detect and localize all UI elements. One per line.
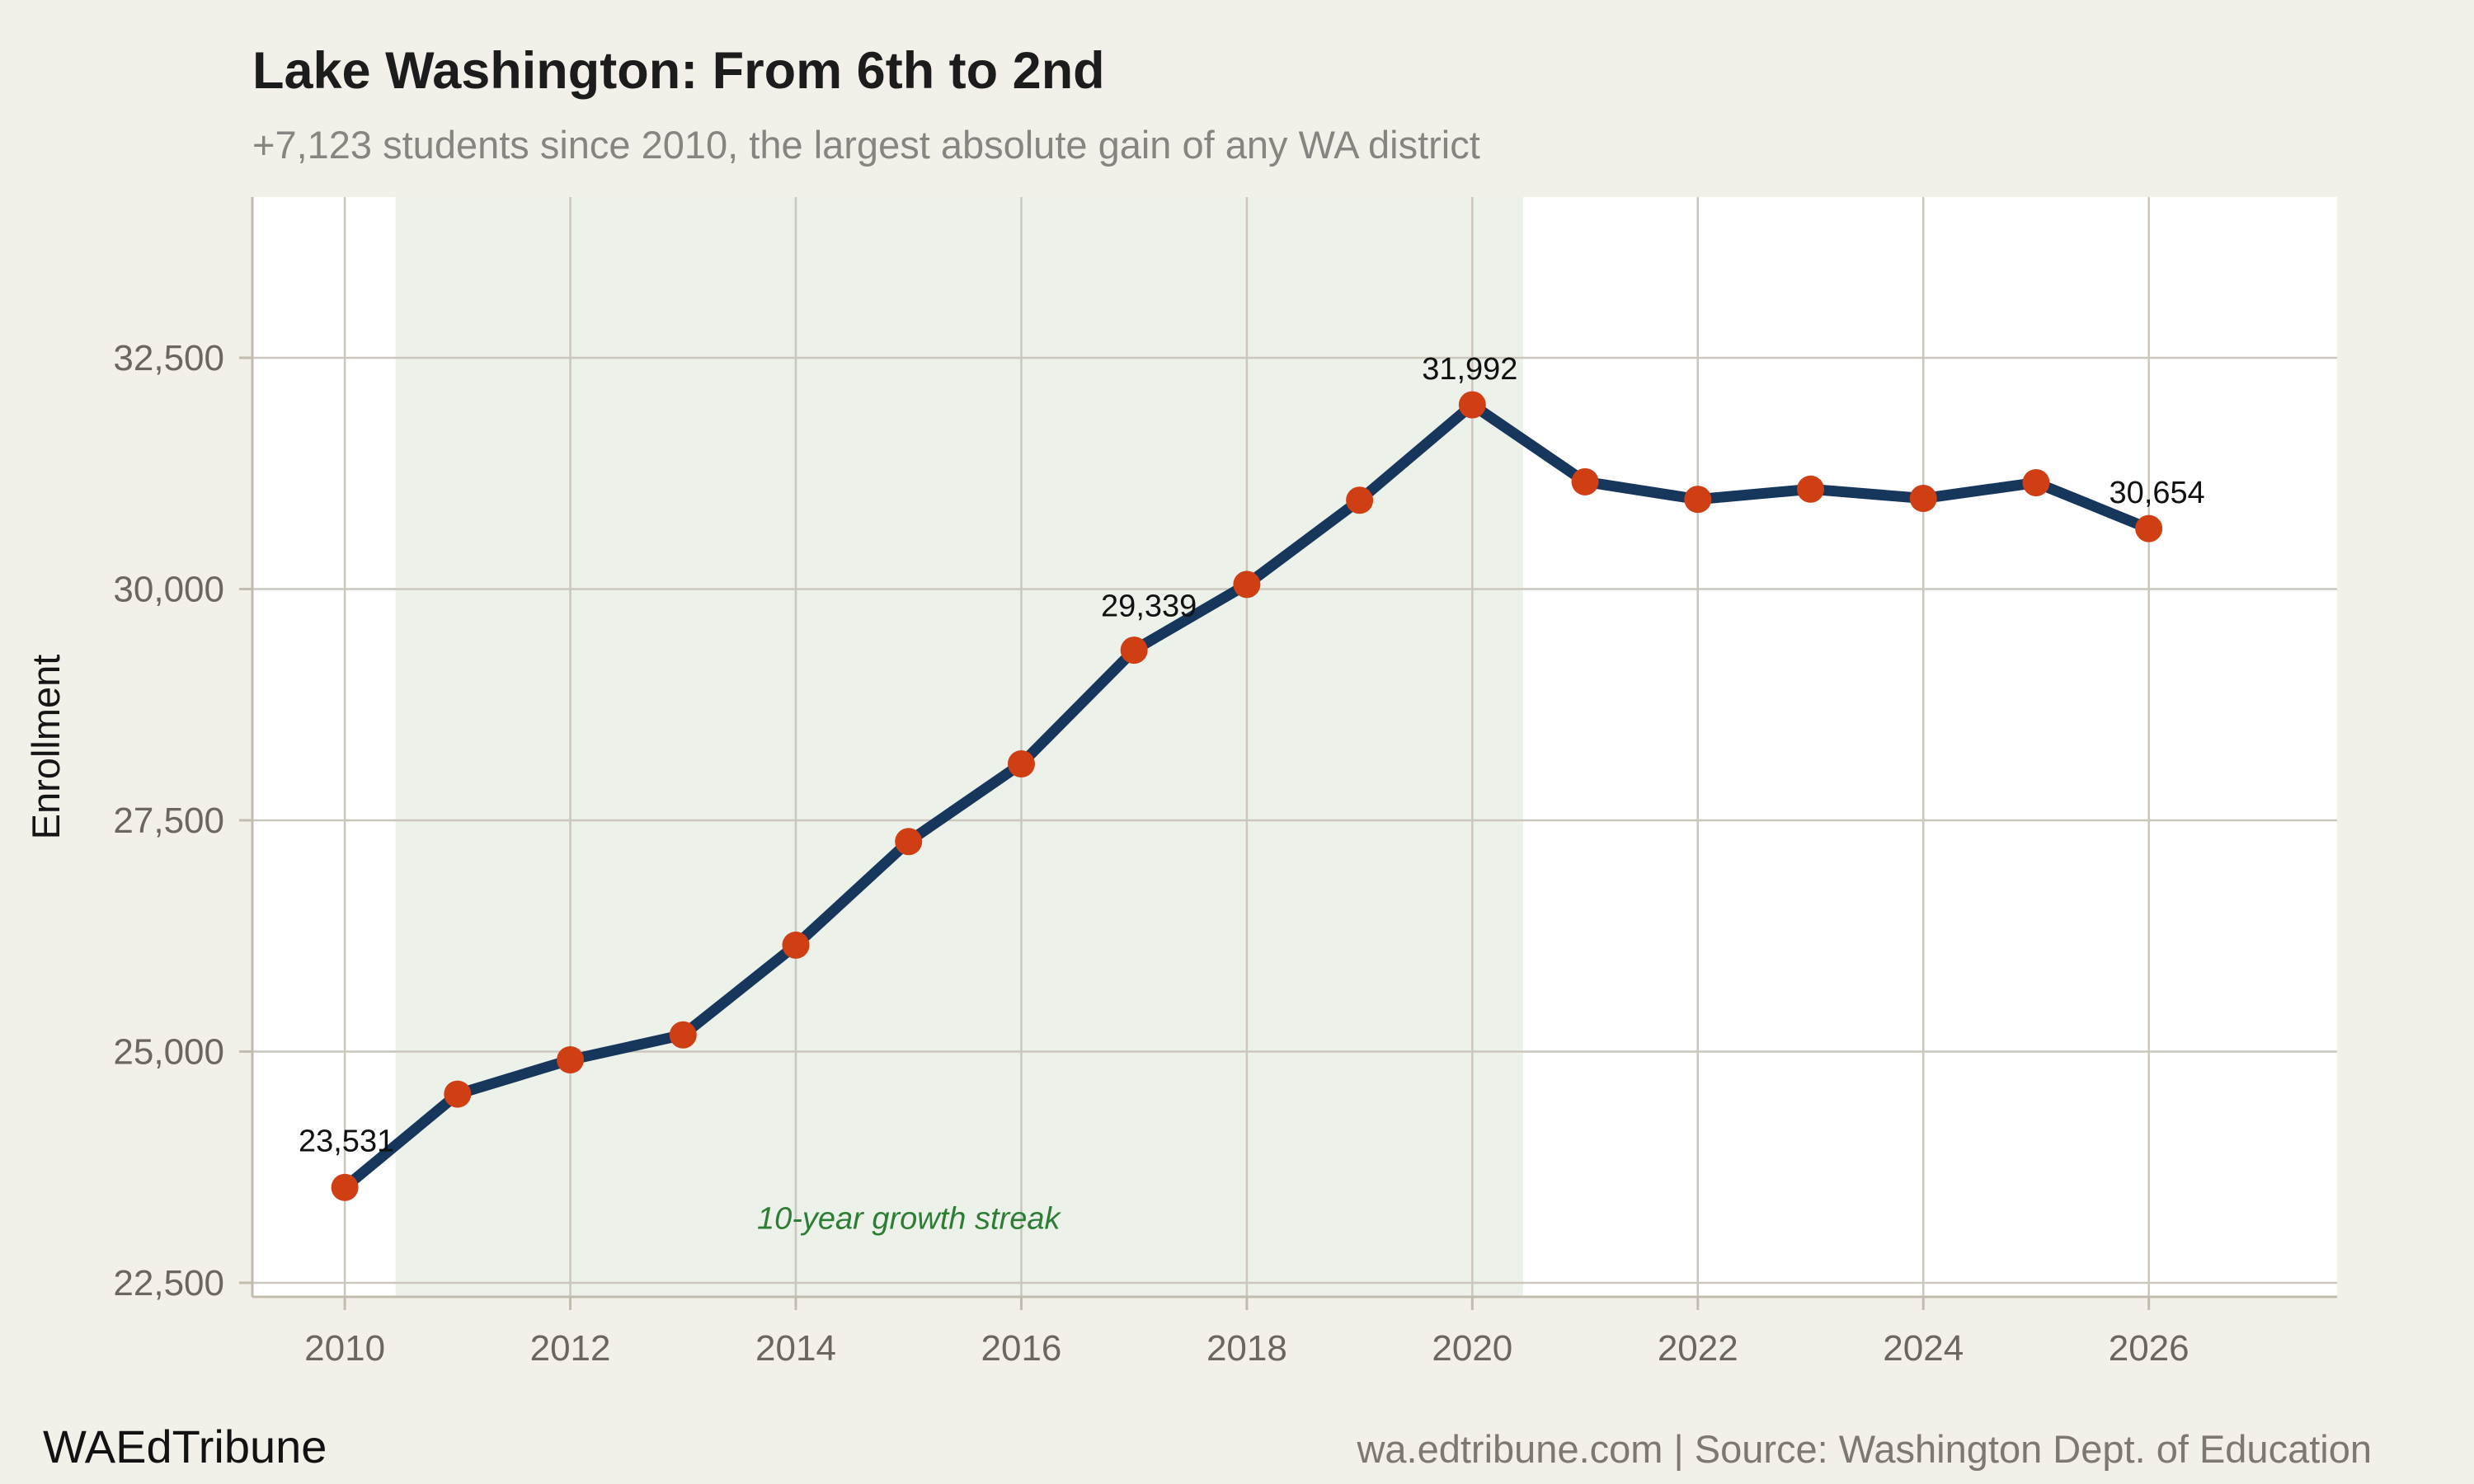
growth-band — [395, 197, 1523, 1297]
data-point-label: 31,992 — [1422, 352, 1517, 387]
y-tick-label: 22,500 — [113, 1263, 224, 1303]
brand-logo-text: WAEdTribune — [43, 1421, 327, 1472]
x-tick-label: 2022 — [1658, 1328, 1738, 1369]
data-point — [2135, 514, 2163, 542]
data-point — [1007, 750, 1035, 778]
band-annotation: 10-year growth streak — [757, 1201, 1061, 1236]
data-point — [1458, 391, 1486, 419]
data-point — [1797, 475, 1825, 503]
x-tick-label: 2016 — [981, 1328, 1062, 1369]
x-tick-label: 2014 — [755, 1328, 836, 1369]
data-point-label: 23,531 — [299, 1124, 394, 1158]
data-point — [1684, 486, 1712, 514]
y-axis-label: Enrollment — [24, 655, 68, 840]
source-attribution: wa.edtribune.com | Source: Washington De… — [1357, 1427, 2372, 1471]
chart-title: Lake Washington: From 6th to 2nd — [252, 42, 1105, 100]
x-tick-label: 2012 — [530, 1328, 611, 1369]
x-tick-label: 2024 — [1883, 1328, 1964, 1369]
x-tick-label: 2010 — [304, 1328, 385, 1369]
data-point — [1346, 486, 1374, 514]
y-tick-label: 32,500 — [113, 338, 224, 378]
data-point — [331, 1173, 359, 1201]
x-tick-label: 2020 — [1432, 1328, 1512, 1369]
data-point — [1233, 571, 1261, 599]
data-point — [1909, 485, 1937, 513]
data-point — [669, 1021, 697, 1049]
data-point-label: 29,339 — [1101, 589, 1197, 624]
data-point — [557, 1046, 585, 1074]
data-point — [444, 1080, 472, 1108]
data-point — [895, 828, 923, 856]
y-tick-label: 30,000 — [113, 569, 224, 609]
data-point-label: 30,654 — [2109, 476, 2205, 510]
y-tick-label: 27,500 — [113, 801, 224, 841]
data-point — [1120, 636, 1148, 665]
data-point — [1571, 467, 1599, 495]
data-point — [2022, 468, 2050, 496]
y-tick-label: 25,000 — [113, 1031, 224, 1072]
data-point — [782, 931, 810, 959]
x-tick-label: 2018 — [1206, 1328, 1287, 1369]
chart-subtitle: +7,123 students since 2010, the largest … — [252, 123, 1480, 167]
x-tick-label: 2026 — [2109, 1328, 2189, 1369]
